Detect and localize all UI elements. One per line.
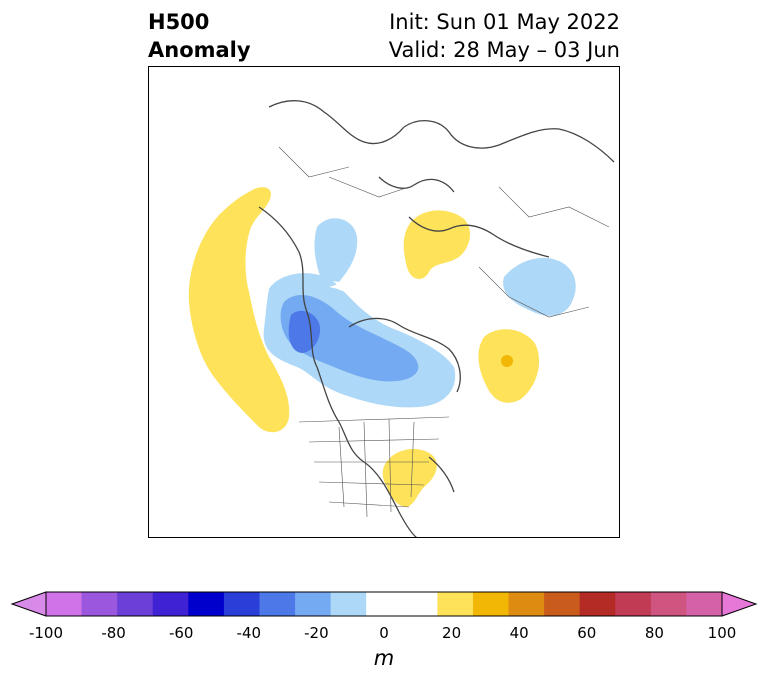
eastern-pacific-ridge	[188, 187, 290, 433]
colorbar-tick-label: -100	[28, 624, 64, 642]
colorbar-under-arrow	[10, 591, 47, 617]
colorbar-tick-label: 60	[577, 624, 597, 642]
colorbar-tick-label: 20	[442, 624, 462, 642]
colorbar-segment	[401, 592, 438, 616]
colorbar-tick-label: 100	[707, 624, 737, 642]
valid-range: Valid: 28 May – 03 Jun	[388, 38, 620, 62]
colorbar	[10, 591, 758, 617]
title-variable: H500	[148, 10, 210, 34]
north-atlantic-ridge-core	[501, 355, 513, 367]
map-canvas	[149, 67, 619, 537]
colorbar-segment	[117, 592, 154, 616]
map-dates: Init: Sun 01 May 2022 Valid: 28 May – 03…	[389, 8, 620, 64]
colorbar-segment	[437, 592, 474, 616]
colorbar-tick-label: -60	[168, 624, 194, 642]
eastern-us-ridge	[382, 448, 437, 507]
colorbar-segment	[46, 592, 83, 616]
colorbar-segment	[579, 592, 616, 616]
colorbar-tick-label: -80	[101, 624, 126, 642]
arctic-trough-arm	[314, 218, 358, 282]
colorbar-over-arrow	[721, 591, 758, 617]
political-borders	[278, 146, 610, 518]
colorbar-segment	[81, 592, 118, 616]
colorbar-segment	[152, 592, 189, 616]
siberia-trough	[503, 257, 576, 316]
colorbar-segment	[223, 592, 260, 616]
colorbar-tick-label: 0	[379, 624, 389, 642]
title-field: Anomaly	[148, 38, 251, 62]
colorbar-segment	[686, 592, 723, 616]
colorbar-segment	[650, 592, 687, 616]
colorbar-segment	[615, 592, 652, 616]
colorbar-segment	[259, 592, 296, 616]
colorbar-frame	[45, 591, 723, 617]
colorbar-tick-label: -20	[304, 624, 329, 642]
colorbar-segment	[330, 592, 367, 616]
anomaly-map	[148, 66, 620, 538]
colorbar-tick-label: -40	[236, 624, 262, 642]
colorbar-unit: m	[373, 646, 395, 670]
colorbar-tick-label: 80	[644, 624, 664, 642]
colorbar-segment	[544, 592, 581, 616]
colorbar-segment	[295, 592, 332, 616]
map-title: H500 Anomaly	[148, 8, 251, 64]
colorbar-segment	[472, 592, 510, 616]
canada-trough-mid	[280, 294, 419, 382]
colorbar-segment	[366, 592, 403, 616]
colorbar-tick-label: 40	[509, 624, 529, 642]
colorbar-segment	[508, 592, 545, 616]
init-date: Init: Sun 01 May 2022	[389, 10, 620, 34]
colorbar-segment	[188, 592, 225, 616]
coastlines	[258, 100, 615, 537]
